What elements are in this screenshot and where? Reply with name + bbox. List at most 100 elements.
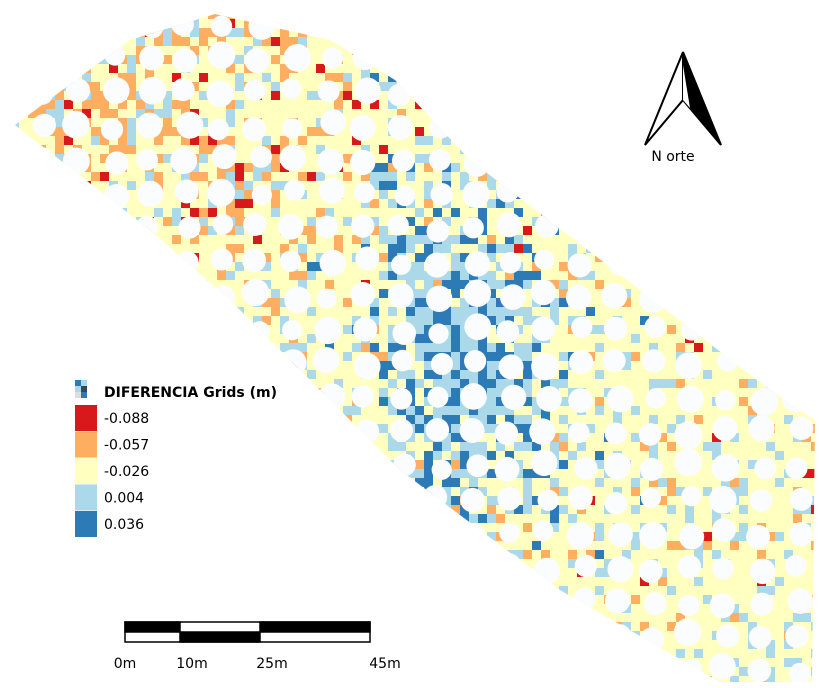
raster-cell	[478, 19, 487, 28]
tree-crown	[424, 252, 449, 277]
raster-cell	[712, 109, 721, 118]
raster-cell	[388, 10, 397, 19]
raster-cell	[406, 235, 415, 244]
raster-cell	[586, 172, 595, 181]
raster-cell	[730, 217, 739, 226]
raster-cell	[406, 640, 415, 649]
raster-cell	[397, 37, 406, 46]
raster-cell	[28, 433, 37, 442]
tree-crown	[751, 80, 773, 102]
raster-cell	[127, 181, 136, 190]
tree-crown	[641, 252, 661, 272]
raster-cell	[163, 28, 172, 37]
raster-cell	[298, 514, 307, 523]
raster-cell	[388, 28, 397, 37]
raster-cell	[631, 487, 640, 496]
raster-cell	[271, 145, 280, 154]
raster-cell	[388, 343, 397, 352]
tree-crown	[711, 11, 736, 36]
raster-cell	[775, 307, 784, 316]
raster-cell	[19, 415, 28, 424]
raster-cell	[352, 343, 361, 352]
tree-crown	[70, 661, 94, 684]
raster-cell	[19, 226, 28, 235]
raster-cell	[28, 190, 37, 199]
raster-cell	[811, 19, 819, 28]
tree-crown	[211, 285, 235, 309]
north-arrow	[645, 52, 721, 145]
raster-cell	[55, 523, 64, 532]
raster-cell	[127, 55, 136, 64]
tree-crown	[28, 42, 54, 68]
tree-crown	[246, 594, 269, 617]
raster-cell	[154, 604, 163, 613]
raster-cell	[136, 316, 145, 325]
raster-cell	[10, 127, 19, 136]
raster-cell	[352, 496, 361, 505]
raster-cell	[82, 361, 91, 370]
raster-cell	[748, 244, 757, 253]
raster-cell	[217, 496, 226, 505]
tree-crown	[682, 659, 702, 679]
raster-cell	[28, 163, 37, 172]
raster-cell	[307, 127, 316, 136]
raster-cell	[100, 262, 109, 271]
raster-cell	[568, 46, 577, 55]
raster-cell	[559, 37, 568, 46]
raster-cell	[127, 262, 136, 271]
raster-cell	[433, 28, 442, 37]
raster-cell	[658, 226, 667, 235]
raster-cell	[154, 613, 163, 622]
tree-crown	[496, 212, 521, 237]
raster-cell	[721, 226, 730, 235]
raster-cell	[55, 100, 64, 109]
raster-cell	[73, 19, 82, 28]
raster-cell	[28, 415, 37, 424]
raster-cell	[307, 235, 316, 244]
raster-cell	[748, 334, 757, 343]
raster-cell	[451, 163, 460, 172]
raster-cell	[19, 316, 28, 325]
raster-cell	[190, 172, 199, 181]
raster-cell	[667, 505, 676, 514]
raster-cell	[154, 298, 163, 307]
raster-cell	[586, 127, 595, 136]
raster-cell	[415, 136, 424, 145]
tree-crown	[575, 555, 597, 577]
raster-cell	[82, 586, 91, 595]
raster-cell	[523, 505, 532, 514]
raster-cell	[622, 91, 631, 100]
raster-cell	[19, 289, 28, 298]
tree-crown	[680, 184, 703, 207]
raster-cell	[307, 406, 316, 415]
raster-cell	[28, 496, 37, 505]
raster-cell	[100, 100, 109, 109]
raster-cell	[442, 379, 451, 388]
legend-label: -0.057	[104, 438, 149, 454]
raster-cell	[496, 406, 505, 415]
raster-cell	[712, 325, 721, 334]
raster-cell	[415, 325, 424, 334]
tree-crown	[789, 522, 813, 546]
raster-cell	[424, 316, 433, 325]
raster-cell	[163, 433, 172, 442]
raster-cell	[298, 379, 307, 388]
raster-cell	[568, 154, 577, 163]
raster-cell	[388, 244, 397, 253]
raster-cell	[154, 433, 163, 442]
raster-cell	[118, 370, 127, 379]
raster-cell	[415, 208, 424, 217]
tree-crown	[25, 349, 52, 376]
raster-cell	[532, 172, 541, 181]
raster-cell	[469, 586, 478, 595]
tree-crown	[392, 625, 416, 649]
raster-cell	[442, 442, 451, 451]
raster-cell	[118, 271, 127, 280]
raster-cell	[379, 568, 388, 577]
raster-cell	[757, 181, 766, 190]
raster-cell	[289, 388, 298, 397]
tree-crown	[212, 144, 237, 169]
tree-crown	[785, 624, 809, 648]
raster-cell	[172, 352, 181, 361]
tree-crown	[427, 553, 450, 576]
